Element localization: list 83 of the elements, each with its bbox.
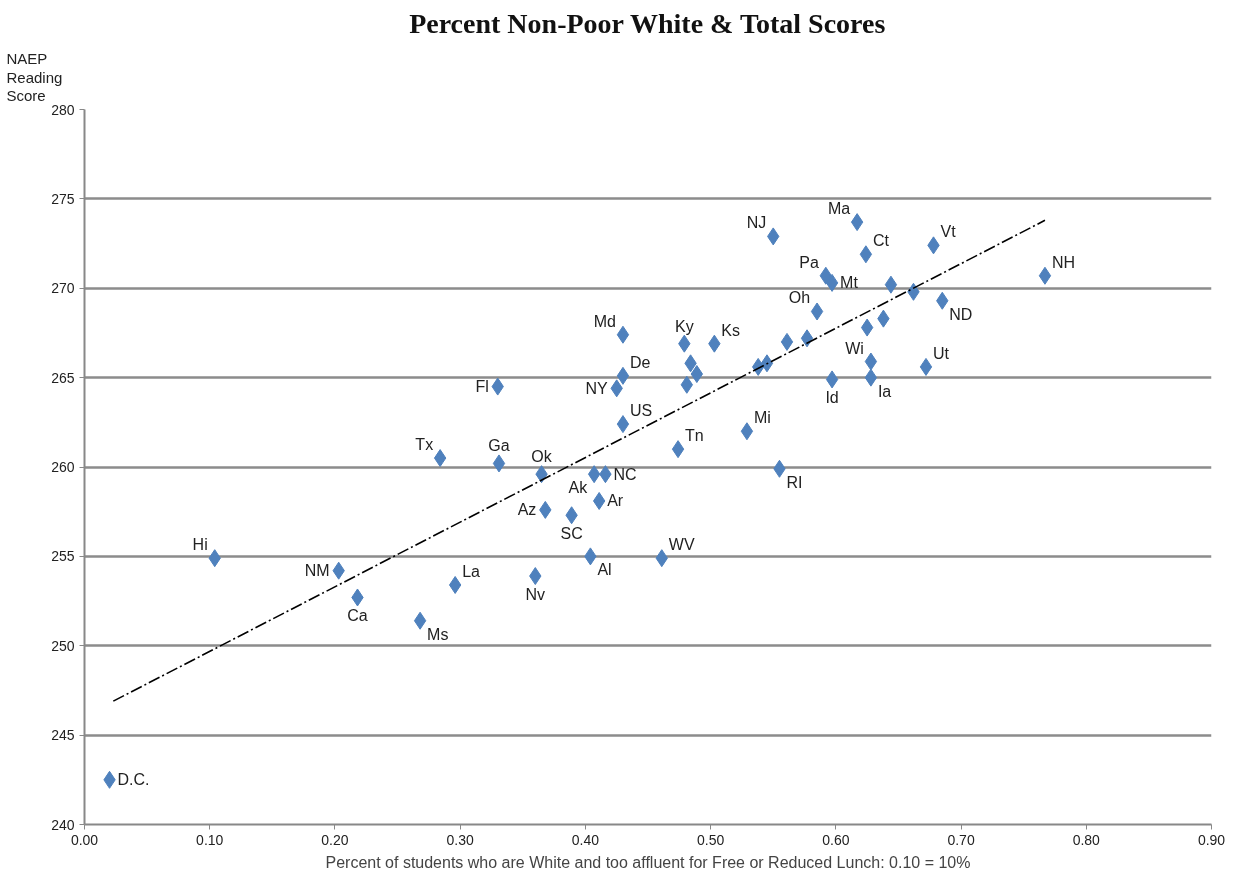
- point: [616, 366, 630, 385]
- data-label: WV: [668, 536, 695, 554]
- data-label: SC: [560, 525, 583, 543]
- point: [780, 332, 794, 351]
- data-label: D.C.: [117, 771, 150, 789]
- data-label: Vt: [940, 223, 957, 241]
- point: [587, 465, 601, 484]
- data-label: Ut: [932, 344, 950, 362]
- data-label: Wi: [845, 339, 864, 357]
- data-label: Ca: [347, 607, 368, 625]
- chart-title: Percent Non-Poor White & Total Scores: [409, 7, 886, 39]
- data-label: Id: [825, 389, 839, 407]
- data-label: Oh: [788, 289, 811, 307]
- x-tick-label: 0.40: [571, 831, 600, 848]
- x-tick-label: 0.60: [822, 831, 850, 848]
- point: [616, 325, 630, 344]
- point: [850, 213, 864, 232]
- point: [864, 352, 878, 371]
- data-label: Al: [597, 561, 612, 579]
- y-tick-label: 270: [51, 280, 75, 297]
- point: [919, 357, 933, 376]
- y-tick-label: 240: [51, 816, 75, 833]
- x-tick-label: 0.70: [947, 831, 975, 848]
- y-tick-label: 275: [51, 190, 75, 207]
- data-label: US: [629, 402, 653, 420]
- data-label: Mi: [753, 409, 771, 427]
- x-tick-label: 0.90: [1197, 831, 1226, 848]
- y-tick-label: 265: [51, 369, 75, 386]
- data-label: Md: [593, 312, 616, 330]
- point: [825, 370, 839, 389]
- point: [864, 368, 878, 387]
- data-label: NY: [585, 379, 609, 397]
- x-tick-label: 0.80: [1072, 831, 1101, 848]
- point: [492, 454, 506, 473]
- y-tick-label: 250: [51, 637, 75, 654]
- data-label: Az: [517, 501, 537, 519]
- data-label: NM: [304, 562, 330, 580]
- data-label: Ga: [488, 437, 510, 455]
- y-tick-label: 245: [51, 727, 75, 744]
- x-tick-label: 0.50: [696, 831, 725, 848]
- data-label: Pa: [799, 253, 819, 271]
- x-axis-title: Percent of students who are White and too affluent for Free or Reduced Lunch: 0.10 = 10%: [325, 853, 971, 871]
- y-tick-label: 255: [51, 548, 75, 565]
- x-tick-label: 0.10: [196, 831, 224, 848]
- y-tick-label: 260: [51, 459, 75, 475]
- data-label: Nv: [525, 586, 546, 604]
- data-label: RI: [786, 473, 803, 491]
- x-tick-label: 0.20: [321, 831, 349, 848]
- data-label: Ct: [872, 232, 890, 250]
- data-label: Tn: [685, 427, 704, 445]
- point: [616, 415, 630, 434]
- data-label: Hi: [192, 536, 208, 554]
- point: [1038, 266, 1052, 285]
- point: [413, 611, 427, 630]
- data-label: Ma: [827, 200, 851, 218]
- x-tick-label: 0.30: [446, 831, 474, 848]
- data-label: NC: [613, 465, 637, 483]
- data-label: Ak: [568, 479, 589, 497]
- data-label: La: [462, 562, 481, 580]
- point: [810, 302, 824, 321]
- data-label: Mt: [840, 274, 859, 292]
- data-label: Fl: [475, 378, 489, 396]
- point: [859, 245, 873, 264]
- point: [760, 354, 774, 373]
- data-label: Tx: [415, 436, 434, 454]
- data-label: NJ: [746, 214, 767, 232]
- data-label: Ms: [427, 625, 449, 643]
- point: [448, 575, 462, 594]
- data-label: Ks: [721, 321, 741, 339]
- point: [884, 275, 898, 294]
- point: [860, 318, 874, 337]
- point: [825, 273, 839, 292]
- data-label: De: [629, 353, 651, 371]
- data-label: Ar: [607, 492, 624, 510]
- x-tick-label: 0.00: [70, 831, 99, 848]
- point: [671, 440, 685, 459]
- data-label: NH: [1051, 253, 1076, 271]
- data-label: Ok: [531, 448, 553, 466]
- data-label: ND: [949, 305, 973, 323]
- data-label: Ia: [877, 382, 892, 400]
- data-label: Ky: [674, 317, 694, 335]
- point: [433, 449, 447, 468]
- point: [740, 422, 754, 441]
